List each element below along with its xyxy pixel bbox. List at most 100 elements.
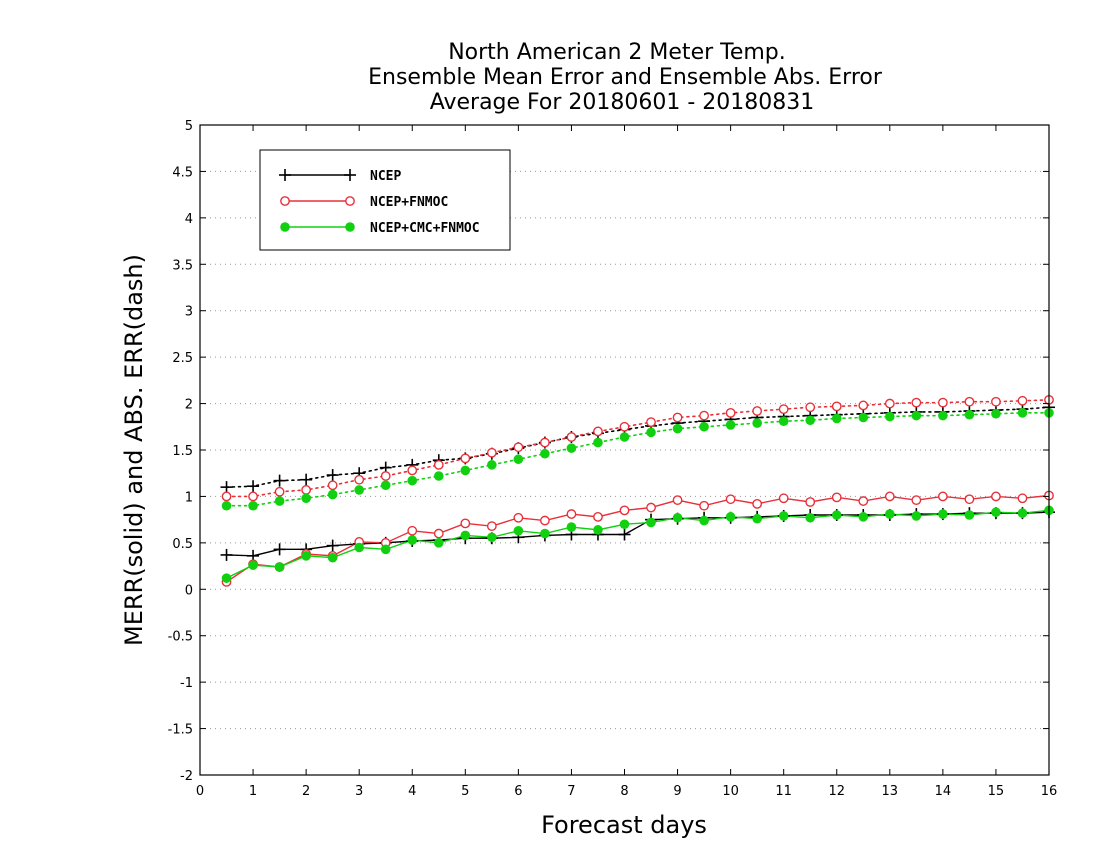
series-line-ncep-abs-err: [225, 406, 1050, 488]
point-ncep-cmc-fnmoc-merr-10: [487, 532, 497, 543]
series-line-ncep-fnmoc-abs-err: [225, 399, 1050, 498]
point-ncep-cmc-fnmoc-merr-3: [301, 551, 311, 561]
point-ncep-cmc-fnmoc-merr-30: [1017, 508, 1028, 518]
point-ncep-cmc-fnmoc-merr-4: [327, 552, 338, 563]
point-ncep-cmc-fnmoc-merr-14: [593, 525, 603, 535]
point-ncep-fnmoc-abs-err-5: [354, 474, 365, 485]
series-line-ncep-merr: [226, 511, 1050, 557]
chart-title-line-1: North American 2 Meter Temp.: [448, 40, 786, 65]
point-ncep-fnmoc-merr-9: [460, 518, 471, 529]
point-ncep-fnmoc-abs-err-8: [433, 459, 444, 470]
x-tick-label-15: 15: [988, 784, 1005, 799]
chart-title: North American 2 Meter Temp. Ensemble Me…: [368, 40, 883, 115]
point-ncep-fnmoc-abs-err-26: [911, 397, 922, 408]
x-tick-label-1: 1: [249, 784, 257, 799]
point-ncep-fnmoc-abs-err-21: [778, 404, 789, 415]
point-ncep-fnmoc-merr-15: [619, 505, 630, 516]
y-tick-label-10: 3: [185, 305, 193, 320]
point-ncep-cmc-fnmoc-merr-25: [885, 509, 895, 519]
legend-label-ncep-fnmoc: NCEP+FNMOC: [370, 195, 448, 210]
point-ncep-cmc-fnmoc-abs-err-21: [778, 416, 789, 427]
point-ncep-merr-2: [273, 543, 286, 556]
point-ncep-cmc-fnmoc-abs-err-22: [805, 415, 816, 426]
point-ncep-fnmoc-abs-err-19: [725, 407, 736, 418]
point-ncep-merr-4: [326, 539, 339, 552]
point-ncep-cmc-fnmoc-abs-err-0: [221, 500, 232, 511]
point-ncep-cmc-fnmoc-merr-24: [858, 512, 869, 522]
point-ncep-abs-err-1: [247, 480, 260, 493]
y-tick-label-11: 3.5: [172, 258, 193, 273]
point-ncep-cmc-fnmoc-abs-err-17: [672, 423, 683, 434]
chart-title-line-3: Average For 20180601 - 20180831: [430, 90, 815, 115]
point-ncep-fnmoc-merr-13: [566, 509, 577, 519]
point-ncep-cmc-fnmoc-abs-err-11: [513, 454, 524, 465]
legend-marker-right-ncep-cmc-fnmoc: [345, 222, 355, 232]
point-ncep-fnmoc-abs-err-29: [991, 396, 1001, 407]
point-ncep-fnmoc-abs-err-24: [858, 400, 869, 411]
point-ncep-fnmoc-abs-err-6: [380, 471, 391, 481]
y-tick-label-1: -1.5: [168, 723, 193, 738]
point-ncep-cmc-fnmoc-abs-err-2: [274, 496, 285, 506]
y-tick-label-14: 5: [185, 119, 193, 134]
legend-label-ncep-cmc-fnmoc: NCEP+CMC+FNMOC: [370, 221, 480, 236]
point-ncep-fnmoc-abs-err-15: [619, 421, 630, 432]
point-ncep-merr-15: [618, 528, 631, 541]
point-ncep-cmc-fnmoc-merr-26: [911, 511, 922, 521]
y-tick-label-12: 4: [185, 212, 193, 227]
point-ncep-abs-err-4: [326, 469, 339, 482]
point-ncep-fnmoc-abs-err-1: [248, 491, 258, 502]
point-ncep-fnmoc-merr-11: [513, 512, 524, 523]
x-tick-label-11: 11: [775, 784, 792, 799]
point-ncep-cmc-fnmoc-merr-16: [646, 517, 656, 528]
x-tick-label-7: 7: [567, 784, 575, 799]
point-ncep-fnmoc-merr-27: [937, 491, 948, 502]
point-ncep-cmc-fnmoc-abs-err-28: [964, 409, 975, 420]
y-axis-label: MERR(solid) and ABS. ERR(dash): [120, 254, 148, 646]
grid: [200, 170, 1049, 730]
legend-label-ncep: NCEP: [370, 169, 401, 184]
point-ncep-cmc-fnmoc-abs-err-14: [593, 437, 603, 448]
point-ncep-cmc-fnmoc-merr-20: [752, 513, 762, 524]
x-tick-label-4: 4: [408, 784, 416, 799]
point-ncep-cmc-fnmoc-abs-err-24: [858, 412, 869, 423]
x-tick-label-16: 16: [1041, 784, 1058, 799]
point-ncep-cmc-fnmoc-merr-23: [831, 510, 842, 520]
point-ncep-cmc-fnmoc-abs-err-20: [752, 418, 762, 428]
point-ncep-cmc-fnmoc-merr-6: [380, 544, 391, 555]
point-ncep-cmc-fnmoc-abs-err-3: [301, 493, 311, 504]
point-ncep-fnmoc-merr-7: [407, 525, 418, 536]
y-tick-label-6: 1: [185, 490, 193, 505]
point-ncep-fnmoc-merr-25: [884, 491, 895, 502]
point-ncep-fnmoc-abs-err-7: [407, 465, 418, 476]
point-ncep-fnmoc-merr-22: [805, 497, 816, 507]
point-ncep-fnmoc-merr-8: [433, 528, 444, 539]
point-ncep-cmc-fnmoc-merr-21: [778, 511, 789, 521]
point-ncep-cmc-fnmoc-merr-13: [566, 522, 577, 532]
y-axis: -2 -1.5 -1 -0.5 0 0.5 1 1.5 2 2.5 3 3.5 4 4.5 5: [168, 119, 1049, 784]
x-tick-label-6: 6: [514, 784, 522, 799]
point-ncep-cmc-fnmoc-merr-8: [433, 538, 444, 548]
x-tick-label-5: 5: [461, 784, 469, 799]
point-ncep-fnmoc-merr-10: [486, 521, 497, 532]
point-ncep-cmc-fnmoc-abs-err-23: [831, 413, 842, 424]
point-ncep-fnmoc-abs-err-10: [486, 447, 497, 458]
point-ncep-fnmoc-merr-23: [831, 492, 842, 503]
point-ncep-fnmoc-merr-20: [752, 498, 763, 509]
point-ncep-cmc-fnmoc-merr-29: [991, 507, 1001, 518]
y-tick-label-4: 0: [185, 583, 193, 598]
point-ncep-cmc-fnmoc-merr-28: [964, 510, 975, 520]
point-ncep-fnmoc-abs-err-14: [593, 426, 603, 437]
point-ncep-cmc-fnmoc-abs-err-30: [1017, 408, 1028, 418]
chart-title-line-2: Ensemble Mean Error and Ensemble Abs. Er…: [368, 65, 883, 90]
point-ncep-fnmoc-abs-err-12: [540, 437, 550, 448]
point-ncep-abs-err-2: [273, 474, 286, 487]
legend-marker-left-ncep-cmc-fnmoc: [280, 222, 290, 232]
point-ncep-fnmoc-merr-26: [911, 495, 922, 506]
point-ncep-cmc-fnmoc-merr-1: [248, 560, 258, 570]
point-ncep-fnmoc-abs-err-18: [699, 410, 709, 421]
point-ncep-cmc-fnmoc-abs-err-1: [248, 500, 258, 511]
point-ncep-fnmoc-abs-err-0: [221, 491, 232, 502]
x-tick-label-8: 8: [620, 784, 628, 799]
point-ncep-cmc-fnmoc-abs-err-16: [646, 427, 656, 438]
point-ncep-fnmoc-merr-16: [646, 502, 656, 513]
